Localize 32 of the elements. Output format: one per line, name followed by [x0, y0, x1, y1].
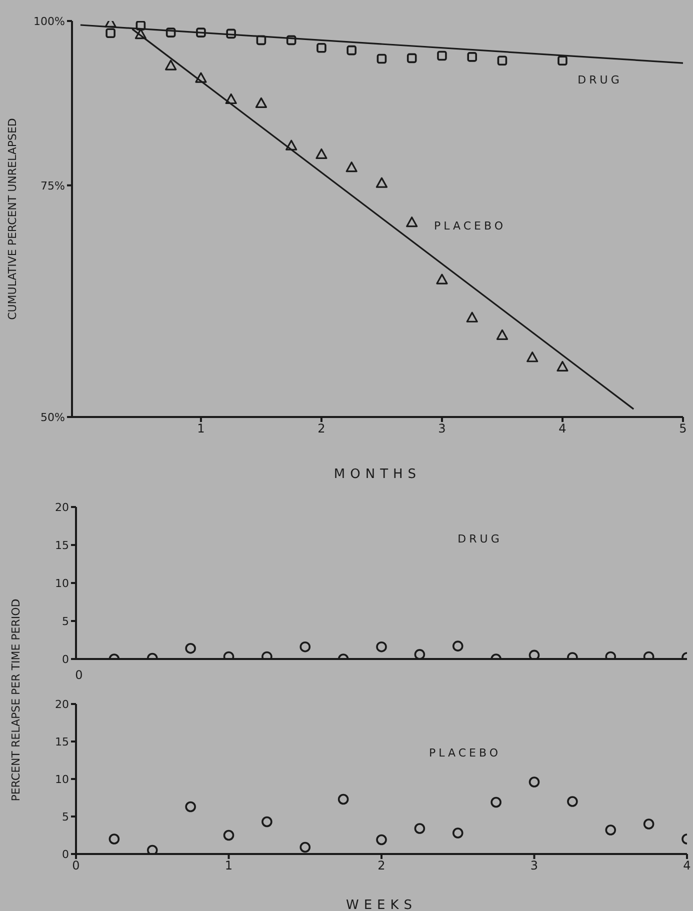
x-tick-label: 5 — [679, 422, 687, 436]
y-tick-label: 5 — [62, 614, 69, 628]
x-tick-label: 1 — [197, 422, 205, 436]
text: DRUG — [458, 532, 502, 546]
y-tick-label: 15 — [55, 735, 69, 748]
x-axis-title: MONTHS — [334, 467, 422, 482]
y-tick-label: 75% — [40, 179, 65, 192]
y-axis-title: CUMULATIVE PERCENT UNRELAPSED — [6, 118, 19, 320]
x-tick-label: 2 — [378, 858, 386, 873]
y-tick-label: 50% — [40, 410, 65, 424]
y-tick-label: 20 — [55, 500, 69, 514]
x-tick-label: 3 — [438, 422, 446, 436]
text: PLACEBO — [429, 746, 501, 760]
y-tick-label: 10 — [55, 576, 69, 590]
y-tick-label: 0 — [62, 652, 69, 666]
x-axis-title: WEEKS — [346, 898, 418, 911]
series-label: PLACEBO — [434, 220, 506, 232]
x-tick-label: 4 — [683, 858, 691, 873]
x-tick-label: 0 — [72, 858, 80, 873]
y-axis-title: PERCENT RELAPSE PER TIME PERIOD — [10, 598, 22, 802]
y-tick-label: 15 — [55, 538, 69, 552]
x-tick-label: 2 — [318, 422, 326, 436]
x-tick-label: 3 — [530, 858, 538, 873]
series-label: DRUG — [578, 74, 622, 86]
text: 0 — [75, 668, 83, 682]
y-tick-label: 20 — [55, 698, 69, 711]
y-tick-label: 10 — [55, 772, 69, 786]
x-tick-label: 4 — [558, 422, 566, 436]
x-tick-label: 1 — [224, 858, 233, 873]
y-tick-label: 0 — [62, 848, 69, 861]
y-tick-label: 5 — [62, 810, 69, 824]
y-tick-label: 100% — [34, 14, 65, 28]
